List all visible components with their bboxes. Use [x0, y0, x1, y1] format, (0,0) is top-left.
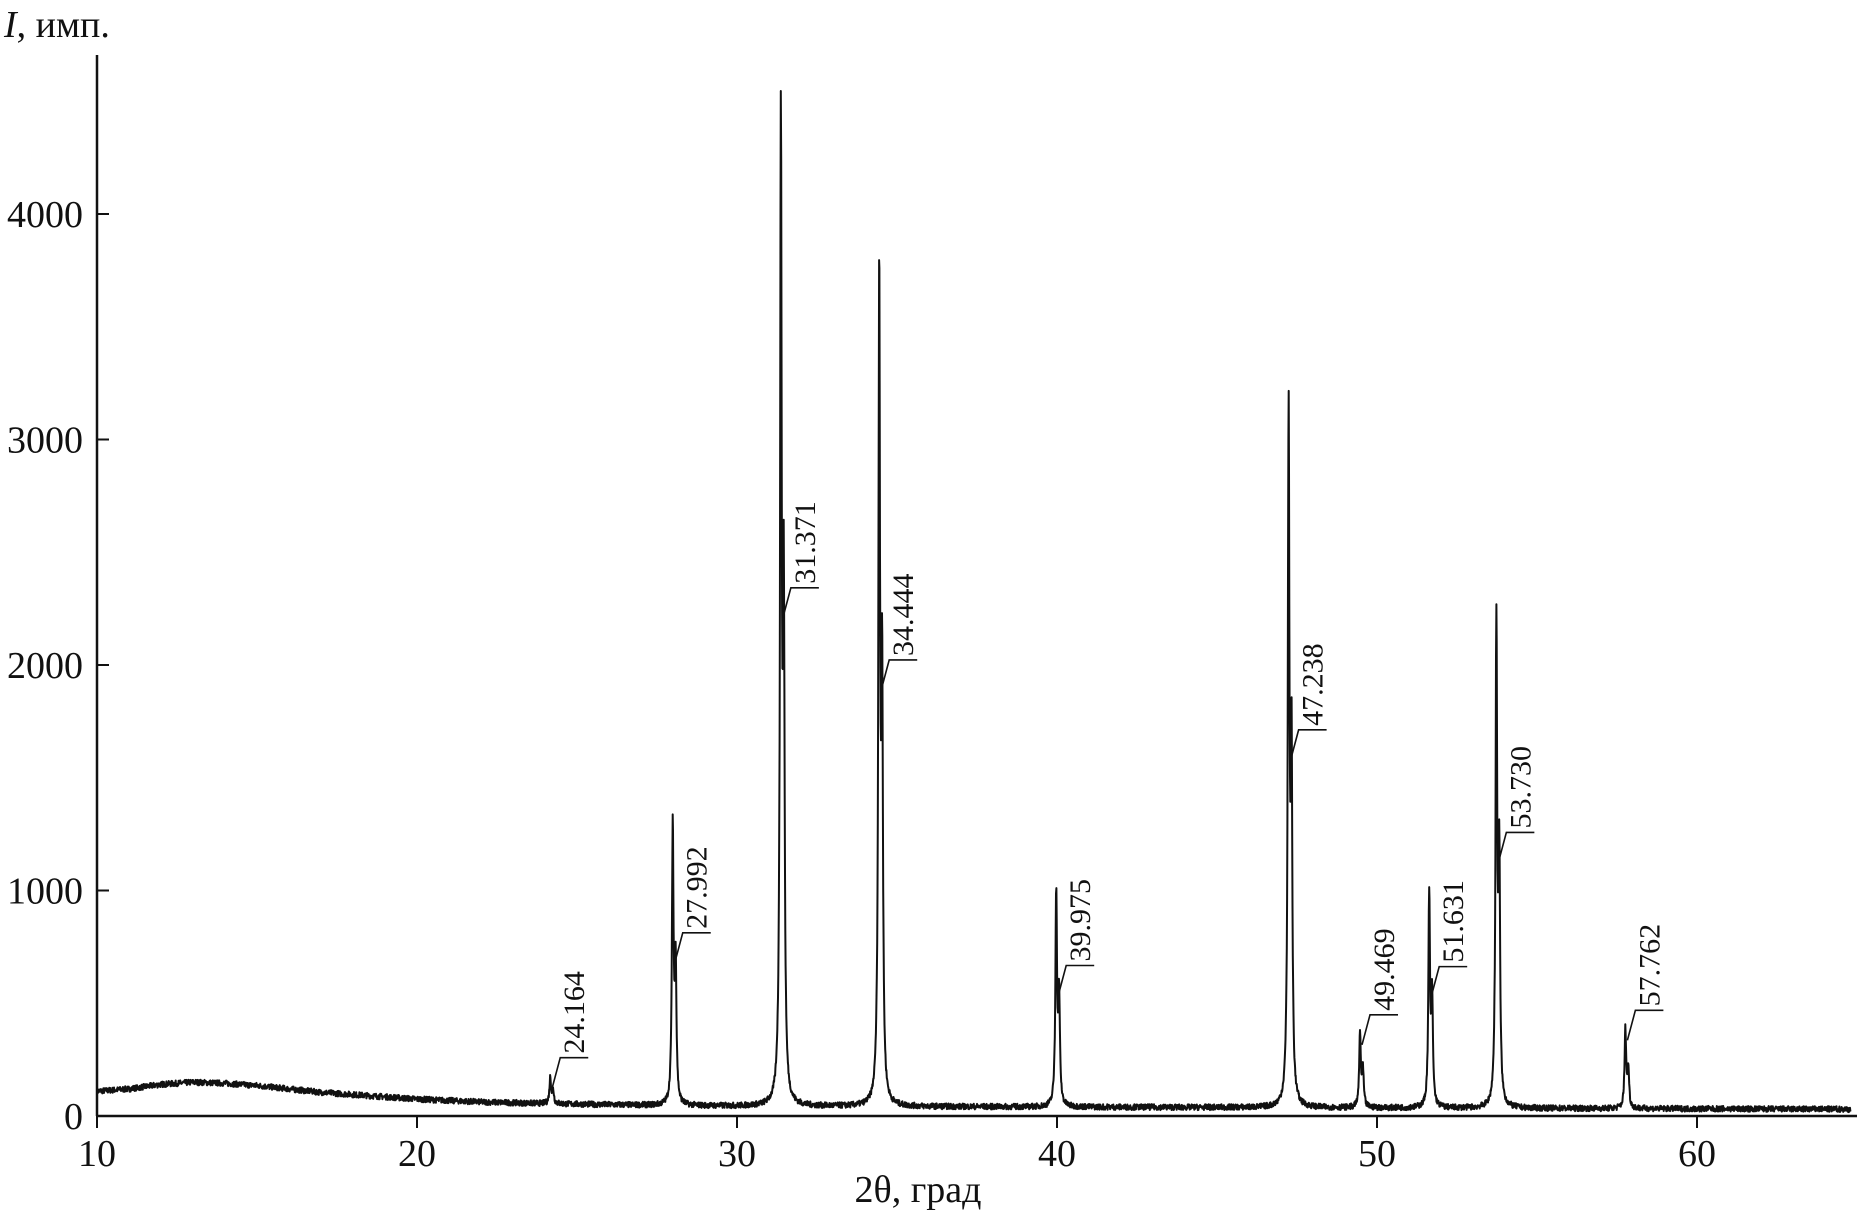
peak-marker: 53.730	[1497, 746, 1537, 863]
peak-marker: 47.238	[1289, 643, 1330, 761]
peak-leader-line	[880, 659, 918, 691]
peak-marker: 51.631	[1430, 880, 1470, 997]
peak-label: 39.975	[1064, 879, 1097, 962]
x-tick-label: 40	[1038, 1133, 1076, 1175]
peak-leader-line	[1057, 964, 1095, 996]
peak-label: 51.631	[1437, 880, 1470, 963]
y-tick-label: 1000	[7, 871, 83, 913]
y-axis-unit: , имп.	[17, 4, 110, 46]
peak-leader-line	[551, 1056, 589, 1088]
x-axis-title: 2θ, град	[855, 1169, 982, 1211]
peak-label: 31.371	[789, 501, 822, 584]
peak-marker: 57.762	[1626, 924, 1666, 1041]
x-tick-label: 20	[398, 1133, 436, 1175]
axes	[95, 55, 1857, 1118]
peak-leader-line	[673, 932, 711, 964]
peak-marker: 27.992	[673, 846, 714, 964]
x-tick-label: 60	[1678, 1133, 1716, 1175]
peak-marker: 49.469	[1361, 928, 1401, 1046]
peak-label: 57.762	[1633, 924, 1666, 1007]
y-ticks: 0 1000 2000 3000 4000	[7, 194, 109, 1138]
peak-marker: 31.371	[782, 501, 822, 618]
y-tick-label: 0	[64, 1096, 83, 1138]
peak-leader-line	[1289, 729, 1327, 761]
peak-leader-line	[1361, 1014, 1399, 1046]
peak-leader-line	[1430, 965, 1468, 997]
peak-marker: 34.444	[880, 573, 920, 691]
peak-leader-line	[782, 586, 819, 618]
peak-leader-line	[1626, 1009, 1664, 1041]
peak-marker: 39.975	[1057, 879, 1097, 996]
peak-label: 47.238	[1297, 643, 1330, 726]
peak-markers: 24.164 27.992 31.371 34.444 39.975 47.238 49.4…	[551, 501, 1666, 1088]
x-tick-label: 10	[78, 1133, 116, 1175]
y-tick-label: 2000	[7, 645, 83, 687]
peak-label: 27.992	[681, 846, 714, 929]
peak-label: 24.164	[558, 971, 591, 1054]
y-tick-label: 3000	[7, 420, 83, 462]
peak-label: 34.444	[887, 573, 920, 656]
peak-label: 49.469	[1368, 928, 1401, 1011]
y-tick-label: 4000	[7, 194, 83, 236]
y-axis-variable: I	[3, 4, 19, 46]
x-tick-label: 30	[718, 1133, 756, 1175]
x-tick-label: 50	[1358, 1133, 1396, 1175]
y-axis-title: I, имп.	[3, 4, 110, 46]
peak-leader-line	[1497, 831, 1535, 863]
diffraction-pattern-line	[96, 90, 1852, 1114]
x-ticks: 10 20 30 40 50 60	[78, 1116, 1716, 1175]
peak-marker: 24.164	[551, 971, 591, 1088]
peak-label: 53.730	[1504, 746, 1537, 829]
